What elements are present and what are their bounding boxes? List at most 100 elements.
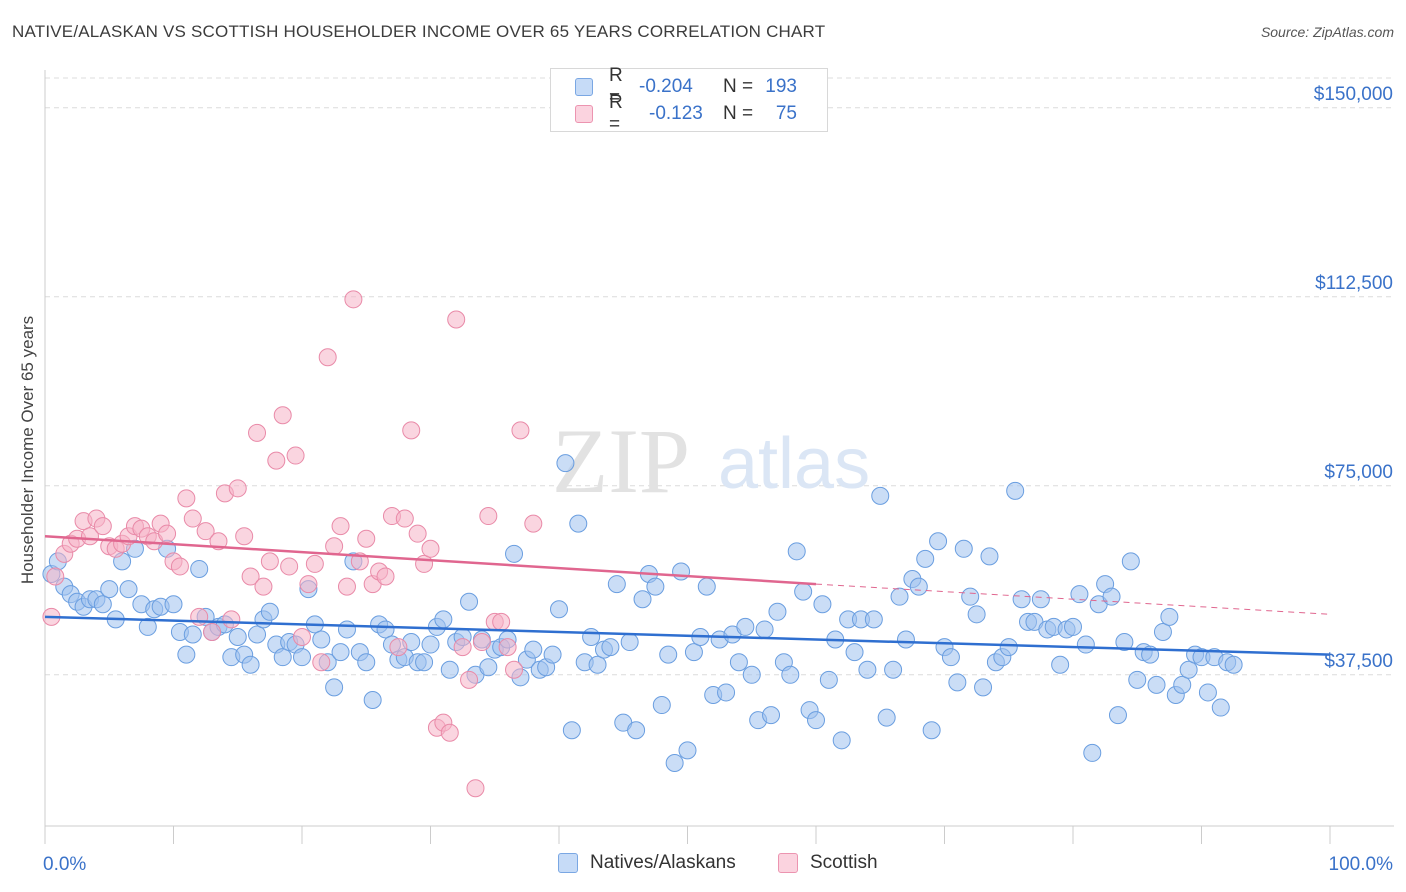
natives-point (672, 562, 691, 581)
scottish-point (196, 522, 215, 541)
natives-point (357, 653, 376, 672)
scottish-point (93, 517, 112, 536)
watermark: ZIP atlas (552, 410, 870, 512)
natives-point (325, 678, 344, 697)
scottish-point (177, 489, 196, 508)
natives-point (659, 645, 678, 664)
legend-swatch-natives (575, 78, 593, 96)
natives-point (241, 655, 260, 674)
axes (44, 70, 1394, 844)
natives-point (100, 580, 119, 599)
natives-point (781, 665, 800, 684)
legend-r-label: R = (609, 65, 623, 108)
scottish-point (511, 421, 530, 440)
natives-point (415, 653, 434, 672)
scottish-point (305, 554, 324, 573)
legend-r-value: -0.204 (639, 76, 693, 97)
scottish-point (331, 517, 350, 536)
natives-point (1012, 590, 1031, 609)
natives-point (884, 660, 903, 679)
legend-row-natives: R = -0.204 N = 193 (575, 65, 797, 108)
scottish-point (158, 524, 177, 543)
natives-point (916, 549, 935, 568)
chart-title: NATIVE/ALASKAN VS SCOTTISH HOUSEHOLDER I… (12, 22, 826, 41)
y-tick-label: $112,500 (1315, 273, 1393, 294)
scottish-point (447, 310, 466, 329)
y-axis-title: Householder Income Over 65 years (18, 316, 37, 584)
natives-point (858, 660, 877, 679)
natives-point (845, 643, 864, 662)
natives-trend-line (44, 615, 1331, 656)
natives-point (543, 645, 562, 664)
series-label-natives: Natives/Alaskans (590, 852, 736, 873)
natives-point (678, 741, 697, 760)
natives-point (980, 547, 999, 566)
natives-point (190, 559, 209, 578)
x-tick-label: 100.0% (1329, 854, 1394, 875)
natives-point (312, 630, 331, 649)
natives-point (961, 587, 980, 606)
natives-point (1006, 481, 1025, 500)
scottish-point (312, 653, 331, 672)
natives-point (620, 633, 639, 652)
scottish-point (248, 423, 267, 442)
natives-point (1198, 683, 1217, 702)
scottish-trend-extension (815, 583, 1331, 615)
natives-point (505, 544, 524, 563)
natives-point (138, 617, 157, 636)
x-tick-label: 0.0% (43, 854, 86, 875)
natives-point (922, 721, 941, 740)
natives-point (1153, 622, 1172, 641)
scottish-point (325, 537, 344, 556)
natives-point (556, 454, 575, 473)
scottish-point (286, 446, 305, 465)
legend-n-label: N = (723, 76, 754, 97)
natives-point (787, 542, 806, 561)
scottish-point (273, 406, 292, 425)
axis-labels: $37,500 $75,000 $112,500 $150,000 0.0% 100.0%… (18, 84, 1393, 875)
natives-point (582, 628, 601, 646)
scottish-point (402, 421, 421, 440)
watermark-zip: ZIP (552, 410, 690, 512)
natives-point (93, 595, 112, 614)
natives-point (601, 638, 620, 657)
scottish-point (440, 723, 459, 742)
natives-point (909, 577, 928, 596)
scottish-point (408, 524, 427, 543)
natives-point (228, 628, 247, 646)
scottish-point (183, 509, 202, 528)
natives-point (864, 610, 883, 629)
natives-point (736, 617, 755, 636)
natives-point (890, 587, 909, 606)
scottish-point (241, 567, 260, 586)
scottish-trend-line (44, 534, 817, 586)
y-tick-label: $75,000 (1324, 462, 1393, 483)
natives-point (646, 577, 665, 596)
natives-point (164, 595, 183, 614)
natives-point (524, 640, 543, 659)
legend-swatch-scottish (575, 105, 593, 123)
scottish-point (235, 527, 254, 546)
natives-point (794, 582, 813, 601)
natives-point (871, 486, 890, 505)
natives-point (1064, 617, 1082, 636)
natives-point (762, 706, 781, 725)
scottish-point (460, 670, 479, 689)
natives-point (1108, 706, 1127, 725)
natives-point (460, 592, 479, 611)
source-label: Source: ZipAtlas.com (1260, 24, 1394, 40)
natives-point (813, 595, 832, 614)
scottish-point (170, 557, 189, 576)
natives-point (627, 721, 646, 740)
natives-point (376, 620, 395, 639)
natives-point (717, 683, 736, 702)
natives-point (1102, 587, 1121, 606)
natives-point (954, 539, 973, 558)
natives-point (588, 655, 607, 674)
natives-point (652, 696, 671, 715)
scottish-point (228, 479, 247, 498)
natives-point (1128, 670, 1147, 689)
natives-point (755, 620, 774, 639)
natives-point (331, 643, 350, 662)
natives-point (807, 711, 825, 730)
